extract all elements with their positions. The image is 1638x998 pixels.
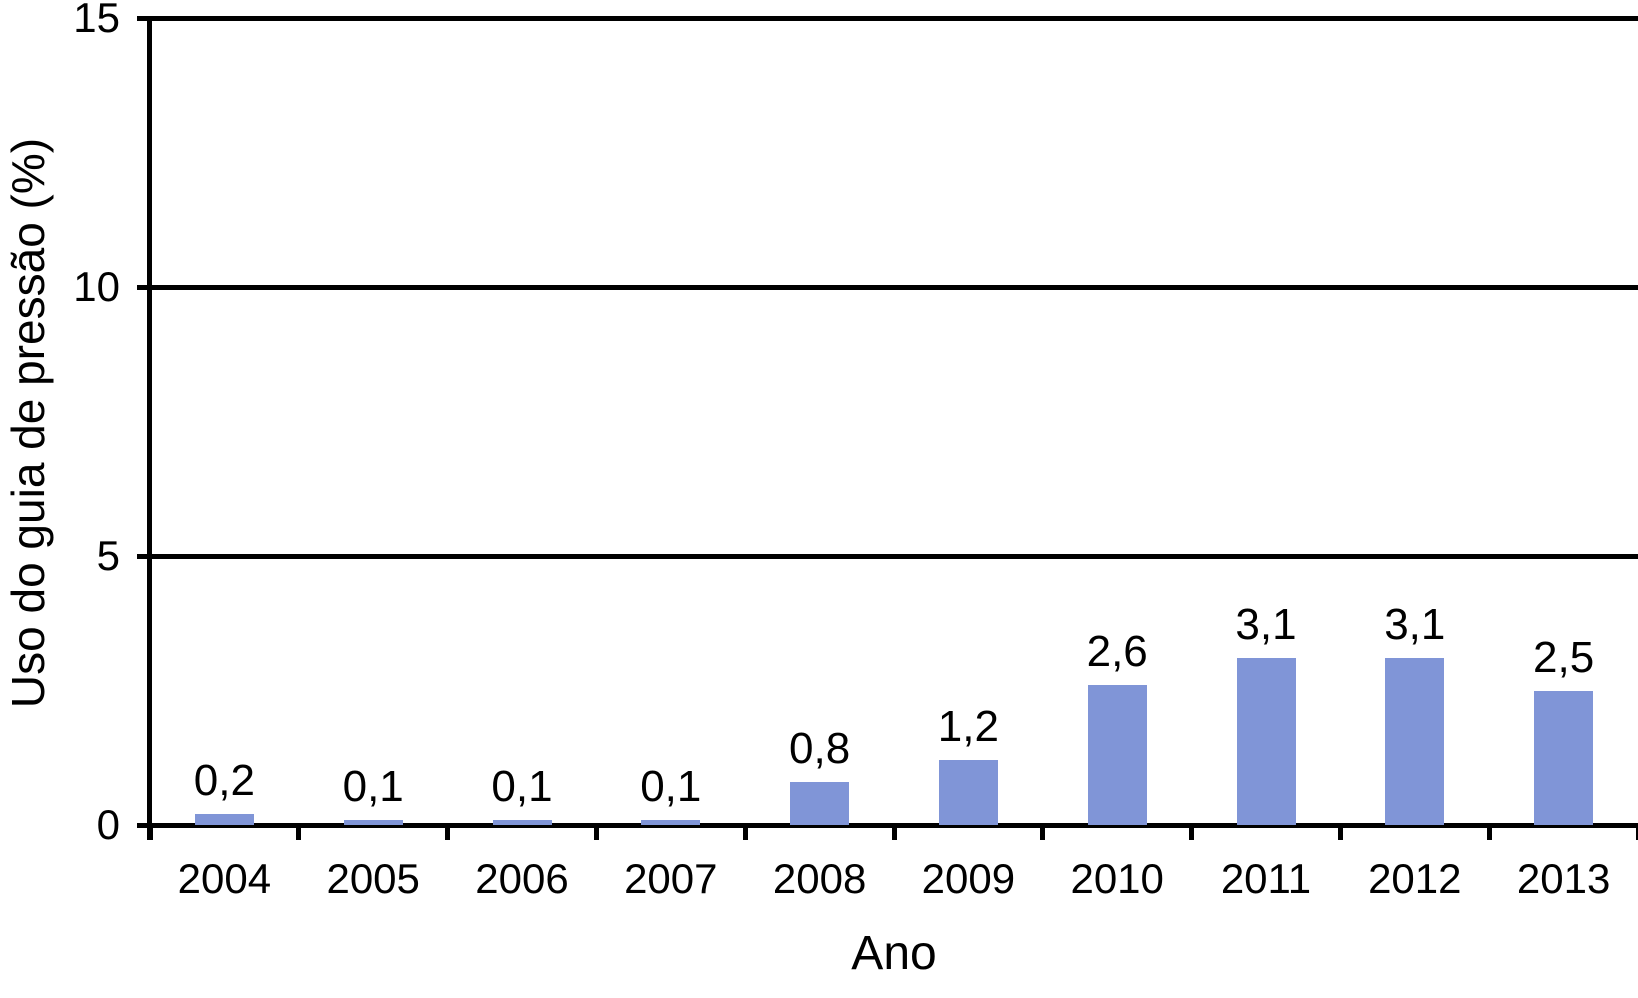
- x-axis-tick: [1635, 825, 1638, 840]
- bar-2005: [343, 819, 403, 825]
- bar-value-label: 1,2: [937, 702, 999, 752]
- bar-value-label: 3,1: [1384, 600, 1446, 650]
- x-axis-tick: [445, 825, 451, 840]
- bar-2013: [1534, 690, 1594, 825]
- bar-2010: [1087, 685, 1147, 825]
- x-axis-tick: [593, 825, 599, 840]
- x-tick-label: 2006: [475, 855, 569, 902]
- x-axis-title: Ano: [851, 927, 937, 980]
- x-tick-label: 2010: [1070, 855, 1164, 902]
- bar-2007: [641, 819, 701, 825]
- bar-2008: [790, 781, 850, 825]
- y-tick-label: 10: [73, 263, 120, 310]
- gridline: [137, 15, 1638, 21]
- x-axis-tick: [296, 825, 302, 840]
- y-axis-line: [147, 16, 152, 840]
- x-tick-label: 2005: [326, 855, 420, 902]
- gridline: [137, 284, 1638, 290]
- x-axis-line: [137, 822, 1638, 828]
- x-axis-tick: [1486, 825, 1492, 840]
- x-tick-label: 2009: [921, 855, 1016, 902]
- y-tick-label: 0: [96, 801, 120, 848]
- x-axis-tick: [1040, 825, 1046, 840]
- x-axis-tick: [1189, 825, 1195, 840]
- x-axis-tick: [742, 825, 748, 840]
- gridline: [137, 553, 1638, 559]
- x-axis-tick: [891, 825, 897, 840]
- x-tick-label: 2008: [772, 855, 867, 902]
- bar-value-label: 2,5: [1533, 632, 1595, 682]
- bar-value-label: 3,1: [1235, 600, 1297, 650]
- bar-value-label: 0,2: [193, 756, 255, 806]
- bar-2006: [492, 819, 552, 825]
- x-tick-label: 2007: [624, 855, 718, 902]
- bar-2011: [1236, 658, 1296, 825]
- x-tick-label: 2004: [177, 855, 272, 902]
- bar-2004: [194, 814, 254, 825]
- y-tick-label: 5: [96, 532, 120, 579]
- x-tick-label: 2012: [1368, 855, 1462, 902]
- x-tick-label: 2011: [1220, 855, 1312, 902]
- y-tick-label: 15: [73, 0, 120, 41]
- x-axis-tick: [147, 825, 153, 840]
- x-axis-tick: [1337, 825, 1343, 840]
- bar-2012: [1385, 658, 1445, 825]
- bar-value-label: 0,1: [342, 761, 404, 811]
- bar-value-label: 0,8: [789, 723, 851, 773]
- bar-value-label: 0,1: [640, 761, 702, 811]
- bar-value-label: 0,1: [491, 761, 553, 811]
- y-axis-title: Uso do guia de pressão (%): [2, 137, 54, 709]
- bar-value-label: 2,6: [1086, 627, 1148, 677]
- bar-2009: [938, 760, 998, 825]
- x-tick-label: 2013: [1516, 855, 1611, 902]
